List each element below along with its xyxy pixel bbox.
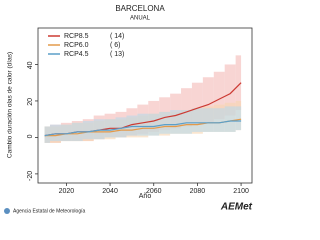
y-axis-label: Cambio duración olas de calor (días) bbox=[7, 52, 14, 158]
y-tick-label: 0 bbox=[27, 134, 34, 138]
band bbox=[181, 110, 192, 134]
legend-label: RCP8.5 bbox=[64, 33, 89, 40]
footer-icon bbox=[4, 208, 10, 214]
band bbox=[60, 124, 72, 142]
band bbox=[148, 113, 160, 136]
band bbox=[224, 106, 236, 132]
band bbox=[82, 121, 94, 140]
band bbox=[213, 71, 225, 120]
band bbox=[191, 108, 203, 132]
band bbox=[191, 82, 203, 125]
band bbox=[93, 119, 105, 140]
legend-label: RCP4.5 bbox=[64, 51, 89, 58]
legend-count: ( 14) bbox=[110, 33, 124, 40]
legend-count: ( 13) bbox=[110, 51, 124, 58]
legend-label: RCP6.0 bbox=[64, 42, 89, 49]
x-tick-label: 2100 bbox=[233, 188, 249, 195]
band bbox=[224, 64, 236, 116]
x-tick-label: 2060 bbox=[146, 188, 162, 195]
plot-frame bbox=[37, 27, 253, 184]
y-tick-label: 20 bbox=[27, 98, 34, 106]
line bbox=[44, 120, 242, 137]
x-tick-label: 2040 bbox=[102, 188, 118, 195]
x-tick-label: 2020 bbox=[59, 188, 75, 195]
band bbox=[235, 55, 242, 111]
y-tick-label: -20 bbox=[27, 171, 34, 181]
page: {"chart_data": {"type": "line", "title":… bbox=[4, 4, 253, 215]
band bbox=[202, 77, 214, 123]
y-tick-label: 40 bbox=[27, 61, 34, 69]
chart-title: BARCELONA bbox=[115, 4, 165, 13]
legend-count: ( 6) bbox=[110, 42, 121, 49]
footer: Agencia Estatal de Meteorología bbox=[13, 208, 85, 214]
band bbox=[213, 108, 225, 132]
band bbox=[235, 106, 242, 131]
x-tick-label: 2080 bbox=[190, 188, 206, 195]
chart: BARCELONA ANUAL Año Cambio duración olas… bbox=[4, 4, 253, 214]
band bbox=[159, 111, 171, 134]
band bbox=[170, 110, 182, 134]
band bbox=[126, 115, 138, 136]
band bbox=[181, 88, 192, 127]
x-axis-label: Año bbox=[139, 193, 152, 200]
chart-subtitle: ANUAL bbox=[130, 16, 151, 22]
band bbox=[50, 124, 61, 142]
logo: AEMet bbox=[220, 202, 253, 213]
band bbox=[115, 117, 127, 138]
band bbox=[137, 113, 149, 136]
band bbox=[202, 108, 214, 132]
